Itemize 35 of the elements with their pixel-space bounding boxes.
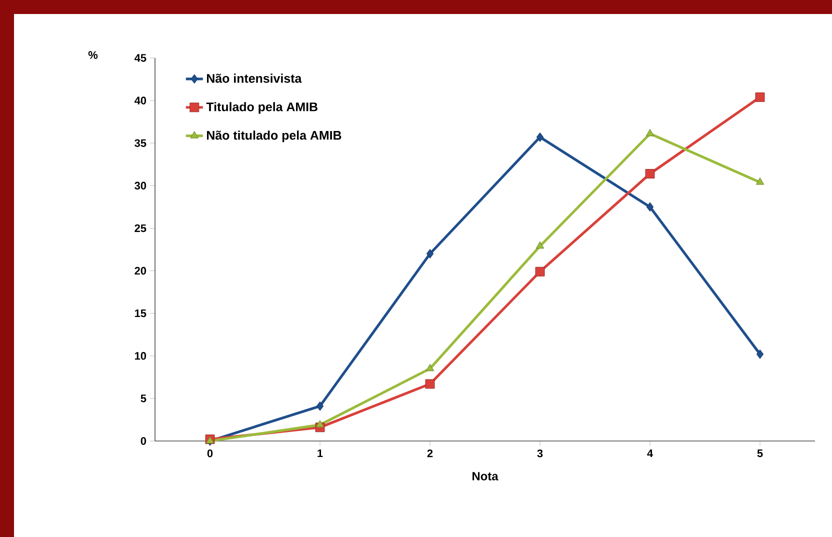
point bbox=[756, 178, 764, 185]
legend-label: Titulado pela AMIB bbox=[206, 102, 318, 114]
x-axis-title: Nota bbox=[472, 472, 498, 480]
y-tick-label: 10 bbox=[134, 352, 146, 360]
y-tick-label: 45 bbox=[134, 54, 146, 62]
point bbox=[426, 249, 434, 258]
point bbox=[425, 379, 435, 389]
x-tick-label: 1 bbox=[318, 450, 323, 458]
point bbox=[756, 349, 764, 359]
y-tick-label: 30 bbox=[134, 182, 146, 190]
point bbox=[755, 92, 765, 102]
point bbox=[316, 401, 324, 411]
x-tick-label: 2 bbox=[427, 450, 433, 458]
point bbox=[645, 169, 655, 178]
y-tick-label: 0 bbox=[140, 437, 146, 445]
y-axis-title: % bbox=[88, 51, 98, 59]
point bbox=[316, 420, 324, 428]
y-tick-label: 15 bbox=[134, 310, 146, 318]
legend-label: Não titulado pela AMIB bbox=[207, 130, 342, 142]
point bbox=[536, 241, 544, 249]
point bbox=[646, 129, 654, 136]
point bbox=[536, 132, 544, 142]
x-tick-label: 3 bbox=[537, 450, 543, 458]
point bbox=[426, 364, 434, 372]
x-tick-label: 5 bbox=[757, 450, 763, 458]
x-tick-label: 0 bbox=[207, 450, 213, 458]
x-tick-label: 4 bbox=[647, 450, 653, 458]
legend-label: Não intensivista bbox=[207, 74, 302, 83]
y-tick-label: 40 bbox=[134, 96, 146, 104]
point bbox=[646, 202, 654, 212]
y-tick-label: 20 bbox=[134, 266, 146, 275]
point bbox=[535, 266, 545, 276]
y-tick-label: 35 bbox=[134, 139, 146, 147]
y-tick-label: 25 bbox=[134, 224, 146, 232]
y-tick-label: 5 bbox=[140, 394, 146, 402]
